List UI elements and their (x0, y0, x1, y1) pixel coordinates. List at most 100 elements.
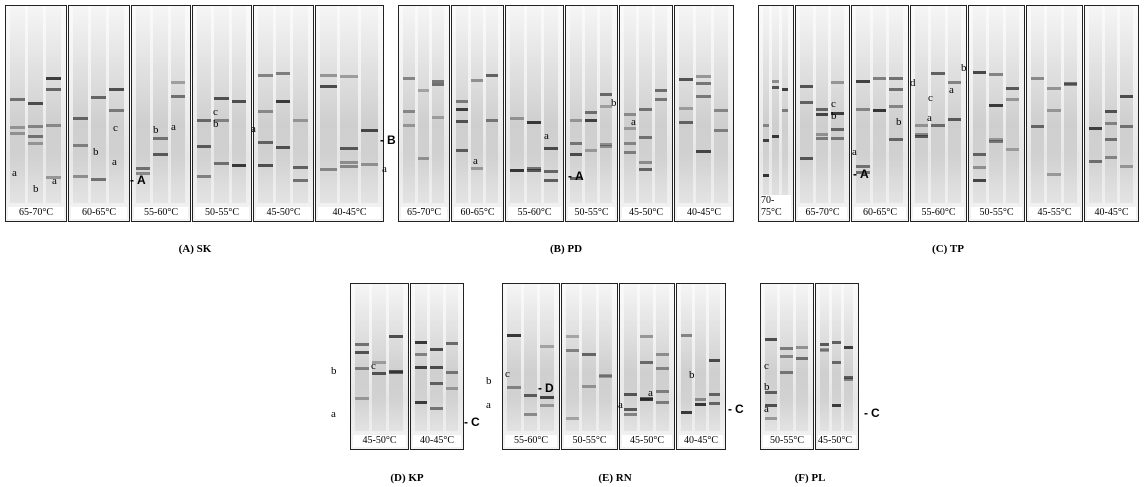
gel-band (10, 97, 25, 101)
gel-band (340, 146, 358, 150)
gel-band (109, 109, 124, 113)
gel-band (765, 391, 778, 395)
gel-band (640, 398, 653, 402)
gel-band (389, 369, 403, 373)
gel-band (197, 174, 212, 178)
gel-band (989, 139, 1003, 143)
band-annotation: b (961, 62, 967, 74)
gel-band (1005, 97, 1019, 101)
gel-band (696, 150, 711, 154)
gel-band (527, 120, 541, 124)
gel-band (763, 139, 770, 143)
gel-image: 60-65°C (68, 5, 130, 222)
band-marker-dash: - (853, 167, 857, 181)
band-annotation: d (910, 77, 916, 89)
band-annotation: a (764, 403, 769, 415)
gel-band (340, 75, 358, 79)
gel-band (654, 88, 667, 92)
gel-band (527, 167, 541, 171)
gel-band (544, 170, 558, 174)
lane-temperature-label: 45-50°C (622, 207, 670, 219)
gel-image: 45-50°C (815, 283, 859, 450)
gel-band (1031, 77, 1045, 81)
gel-lane (713, 6, 728, 203)
gel-band (872, 108, 887, 112)
gel-lane (600, 6, 612, 203)
band-annotation: b (93, 146, 99, 158)
gel-band (1005, 86, 1019, 90)
gel-band (403, 76, 415, 80)
gel-band (585, 119, 597, 123)
lane-temperature-label: 55-60°C (508, 207, 561, 219)
gel-band (639, 136, 652, 140)
gel-lane (320, 6, 338, 203)
gel-band (656, 390, 669, 394)
gel-band (214, 96, 229, 100)
gel-band (709, 392, 720, 396)
gel-band (258, 109, 273, 113)
gel-lane (681, 284, 692, 431)
gel-band (765, 337, 778, 341)
gel-band (772, 80, 779, 84)
gel-band (679, 120, 694, 124)
band-annotation: a (382, 163, 387, 175)
gel-band (570, 152, 582, 156)
gel-band (360, 129, 378, 133)
gel-band (456, 120, 468, 124)
gel-band (1104, 155, 1118, 159)
gel-band (355, 367, 369, 371)
gel-lane (695, 284, 706, 431)
gel-band (445, 341, 458, 345)
gel-band (598, 373, 612, 377)
gel-band (430, 381, 443, 385)
gel-band (656, 400, 669, 404)
gel-image: 55-60°C (502, 283, 560, 450)
band-annotation: c (505, 368, 510, 380)
gel-band (973, 165, 987, 169)
gel-lane (275, 6, 291, 203)
lane-temperature-label: 60-65°C (71, 207, 127, 219)
gel-image: 45-50°C (253, 5, 314, 222)
gel-band (258, 140, 273, 144)
gel-band (1047, 173, 1061, 177)
gel-band (197, 144, 212, 148)
lane-temperature-label: 55-60°C (505, 435, 557, 447)
gel-band (360, 162, 378, 166)
gel-image: 40-45°C (315, 5, 384, 222)
gel-band (695, 397, 706, 401)
gel-band (456, 107, 468, 111)
gel-band (624, 413, 637, 417)
gel-band (432, 80, 444, 84)
gel-band (639, 108, 652, 112)
gel-band (713, 108, 728, 112)
gel-band (1120, 95, 1133, 99)
gel-band (1104, 109, 1118, 113)
gel-band (772, 85, 779, 89)
gel-band (570, 141, 582, 145)
gel-image: 65-70°C (795, 5, 850, 222)
gel-band (258, 164, 273, 168)
gel-image: 45-50°C (619, 283, 675, 450)
gel-band (570, 118, 582, 122)
gel-band (430, 348, 443, 352)
gel-lane (656, 284, 669, 431)
gel-band (73, 116, 88, 120)
gel-lane (772, 6, 779, 203)
panel-caption: (A) SK (178, 243, 212, 255)
gel-band (640, 335, 653, 339)
gel-band (600, 92, 612, 96)
gel-band (415, 366, 428, 370)
gel-band (915, 124, 929, 128)
gel-band (872, 76, 887, 80)
gel-band (1005, 147, 1019, 151)
gel-band (320, 84, 338, 88)
band-annotation: c (831, 98, 836, 110)
gel-image: 55-60°C (505, 5, 564, 222)
gel-image: 55-60°C (910, 5, 967, 222)
gel-band (815, 132, 829, 136)
gel-band (781, 88, 788, 92)
gel-lane (1063, 6, 1077, 203)
gel-band (540, 396, 554, 400)
gel-band (624, 142, 637, 146)
